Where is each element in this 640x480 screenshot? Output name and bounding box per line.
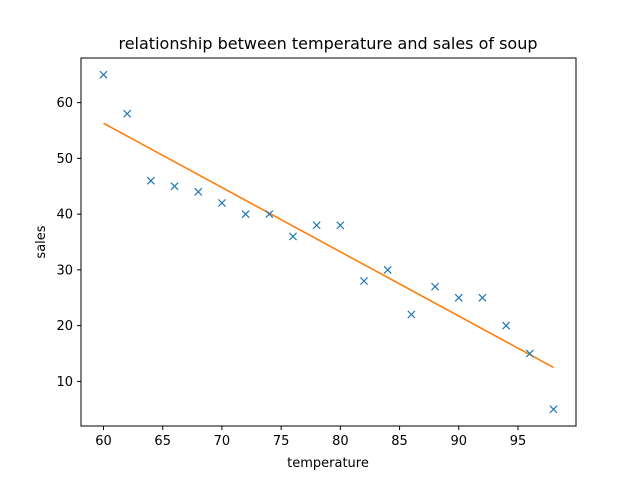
data-point — [478, 293, 487, 302]
data-point — [383, 265, 392, 274]
x-tick-label: 65 — [154, 434, 171, 449]
y-tick-label: 20 — [56, 319, 73, 334]
data-point — [123, 109, 132, 118]
data-point — [312, 221, 321, 230]
x-tick-label: 95 — [510, 434, 527, 449]
data-point — [454, 293, 463, 302]
y-tick-label: 30 — [56, 263, 73, 278]
data-point — [99, 70, 108, 79]
x-axis: 60 65 70 75 80 85 90 95 — [95, 426, 526, 449]
data-point — [241, 210, 250, 219]
x-tick-label: 75 — [273, 434, 290, 449]
chart-title: relationship between temperature and sal… — [118, 34, 537, 53]
y-tick-label: 60 — [56, 96, 73, 111]
plot-frame — [80, 57, 577, 427]
data-point — [288, 232, 297, 241]
x-tick-label: 70 — [214, 434, 231, 449]
data-point — [170, 182, 179, 191]
y-axis: 10 20 30 40 50 60 — [56, 96, 81, 390]
data-point — [146, 176, 155, 185]
data-point — [360, 277, 369, 286]
plot-area — [81, 58, 576, 426]
y-tick-label: 50 — [56, 152, 73, 167]
x-axis-label: temperature — [287, 456, 369, 471]
data-point — [407, 310, 416, 319]
fit-line — [103, 122, 554, 369]
x-tick-label: 80 — [332, 434, 349, 449]
data-point — [502, 321, 511, 330]
x-tick-label: 85 — [391, 434, 408, 449]
x-tick-label: 60 — [95, 434, 112, 449]
y-axis-label: sales — [34, 225, 49, 258]
chart-marks — [99, 70, 558, 414]
data-point — [265, 210, 274, 219]
y-tick-label: 40 — [56, 208, 73, 223]
data-point — [525, 349, 534, 358]
y-tick-label: 10 — [56, 375, 73, 390]
data-point — [194, 187, 203, 196]
x-tick-label: 90 — [450, 434, 467, 449]
data-point — [431, 282, 440, 291]
data-point — [217, 198, 226, 207]
data-point — [336, 221, 345, 230]
data-point — [549, 405, 558, 414]
